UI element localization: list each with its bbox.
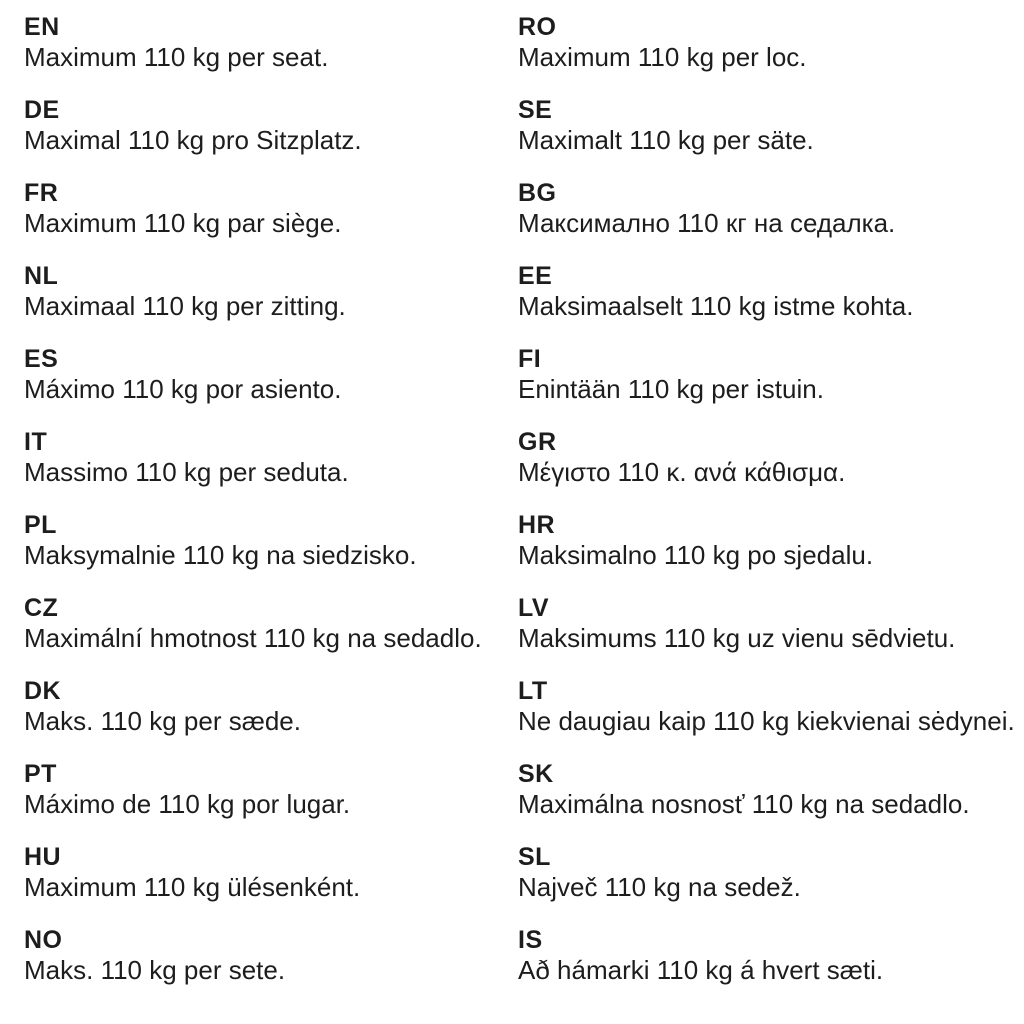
language-code: SL <box>518 843 551 871</box>
language-code: IT <box>24 428 48 456</box>
language-entry: LV Maksimums 110 kg uz vienu sēdvietu. <box>518 593 1024 654</box>
language-code: SE <box>518 96 553 124</box>
translation-text: Maximal 110 kg pro Sitzplatz. <box>24 125 362 155</box>
language-code: FI <box>518 345 542 373</box>
translation-text: Ne daugiau kaip 110 kg kiekvienai sėdyne… <box>518 706 1015 736</box>
language-entry: NL Maximaal 110 kg per zitting. <box>24 261 518 322</box>
translation-text: Maximální hmotnost 110 kg na sedadlo. <box>24 623 482 653</box>
left-column: EN Maximum 110 kg per seat. DE Maximal 110 … <box>24 12 518 1008</box>
language-entry: EE Maksimaalselt 110 kg istme kohta. <box>518 261 1024 322</box>
language-code: LV <box>518 594 550 622</box>
translation-text: Maks. 110 kg per sæde. <box>24 706 301 736</box>
language-code: NL <box>24 262 59 290</box>
language-entry: PT Máximo de 110 kg por lugar. <box>24 759 518 820</box>
translation-text: Máximo 110 kg por asiento. <box>24 374 342 404</box>
language-code: BG <box>518 179 557 207</box>
language-entry: BG Максимално 110 кг на седалка. <box>518 178 1024 239</box>
language-code: LT <box>518 677 548 705</box>
language-entry: IS Að hámarki 110 kg á hvert sæti. <box>518 925 1024 986</box>
language-entry: HU Maximum 110 kg ülésenként. <box>24 842 518 903</box>
language-entry: DE Maximal 110 kg pro Sitzplatz. <box>24 95 518 156</box>
translation-text: Maximum 110 kg ülésenként. <box>24 872 361 902</box>
language-entry: SE Maximalt 110 kg per säte. <box>518 95 1024 156</box>
language-code: CZ <box>24 594 59 622</box>
language-code: RO <box>518 13 557 41</box>
translation-text: Maximum 110 kg per seat. <box>24 42 329 72</box>
language-code: FR <box>24 179 59 207</box>
translation-text: Μέγιστο 110 κ. ανά κάθισμα. <box>518 457 846 487</box>
language-entry: IT Massimo 110 kg per seduta. <box>24 427 518 488</box>
translation-text: Največ 110 kg na sedež. <box>518 872 801 902</box>
language-entry: GR Μέγιστο 110 κ. ανά κάθισμα. <box>518 427 1024 488</box>
translation-text: Maksimums 110 kg uz vienu sēdvietu. <box>518 623 956 653</box>
language-entry: SK Maximálna nosnosť 110 kg na sedadlo. <box>518 759 1024 820</box>
translation-text: Enintään 110 kg per istuin. <box>518 374 824 404</box>
translation-text: Maximaal 110 kg per zitting. <box>24 291 346 321</box>
language-code: HU <box>24 843 62 871</box>
language-entry: RO Maximum 110 kg per loc. <box>518 12 1024 73</box>
translation-text: Maximum 110 kg par siège. <box>24 208 342 238</box>
language-code: DE <box>24 96 60 124</box>
language-code: PL <box>24 511 57 539</box>
translation-text: Að hámarki 110 kg á hvert sæti. <box>518 955 884 985</box>
language-entry: HR Maksimalno 110 kg po sjedalu. <box>518 510 1024 571</box>
language-entry: NO Maks. 110 kg per sete. <box>24 925 518 986</box>
translation-text: Максимално 110 кг на седалка. <box>518 208 896 238</box>
language-entry: PL Maksymalnie 110 kg na siedzisko. <box>24 510 518 571</box>
language-entry: FI Enintään 110 kg per istuin. <box>518 344 1024 405</box>
language-code: IS <box>518 926 543 954</box>
language-code: EE <box>518 262 553 290</box>
language-code: EN <box>24 13 60 41</box>
translation-text: Maksimalno 110 kg po sjedalu. <box>518 540 874 570</box>
translation-text: Máximo de 110 kg por lugar. <box>24 789 351 819</box>
language-entry: FR Maximum 110 kg par siège. <box>24 178 518 239</box>
translation-text: Maks. 110 kg per sete. <box>24 955 286 985</box>
language-entry: CZ Maximální hmotnost 110 kg na sedadlo. <box>24 593 518 654</box>
language-code: HR <box>518 511 556 539</box>
translation-text: Maksymalnie 110 kg na siedzisko. <box>24 540 417 570</box>
language-code: SK <box>518 760 554 788</box>
translation-text: Maximalt 110 kg per säte. <box>518 125 814 155</box>
translation-text: Maximálna nosnosť 110 kg na sedadlo. <box>518 789 970 819</box>
language-entry: DK Maks. 110 kg per sæde. <box>24 676 518 737</box>
language-entry: EN Maximum 110 kg per seat. <box>24 12 518 73</box>
language-entry: LT Ne daugiau kaip 110 kg kiekvienai sėdy… <box>518 676 1024 737</box>
language-code: ES <box>24 345 59 373</box>
language-code: PT <box>24 760 57 788</box>
translation-text: Maksimaalselt 110 kg istme kohta. <box>518 291 914 321</box>
language-code: GR <box>518 428 557 456</box>
language-code: DK <box>24 677 62 705</box>
right-column: RO Maximum 110 kg per loc. SE Maximalt 110 … <box>518 12 1024 1008</box>
language-entry: SL Največ 110 kg na sedež. <box>518 842 1024 903</box>
translation-text: Massimo 110 kg per seduta. <box>24 457 349 487</box>
language-code: NO <box>24 926 63 954</box>
language-entry: ES Máximo 110 kg por asiento. <box>24 344 518 405</box>
translation-text: Maximum 110 kg per loc. <box>518 42 807 72</box>
